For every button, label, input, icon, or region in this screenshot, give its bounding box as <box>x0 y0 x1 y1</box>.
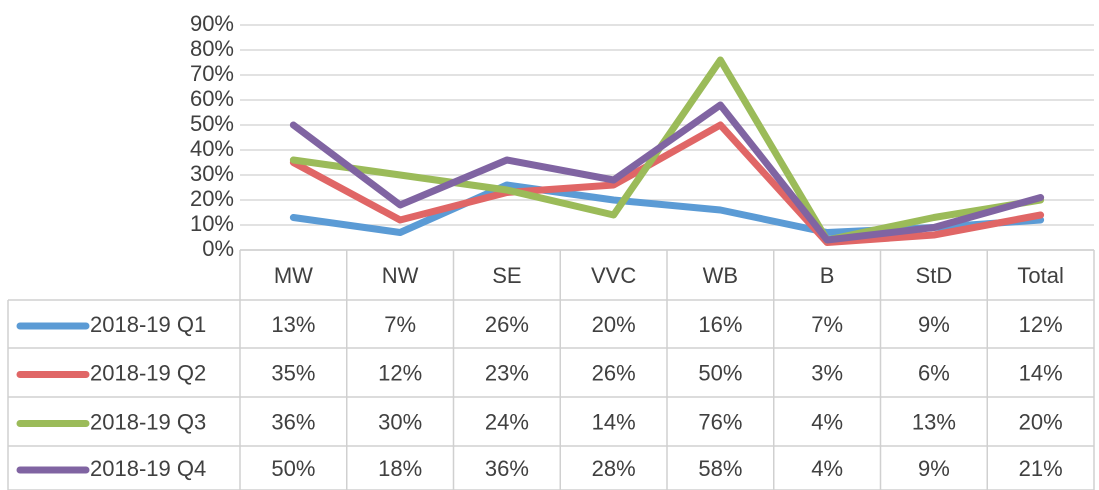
y-tick-label: 20% <box>190 186 234 211</box>
table-cell: 13% <box>271 312 315 337</box>
x-tick-label: SE <box>492 263 521 288</box>
x-tick-label: StD <box>916 263 953 288</box>
y-tick-label: 70% <box>190 61 234 86</box>
table-cell: 14% <box>592 409 636 434</box>
series-line <box>289 56 1045 244</box>
table-cell: 26% <box>485 312 529 337</box>
table-cell: 6% <box>918 360 950 385</box>
table-cell: 7% <box>384 312 416 337</box>
table-cell: 12% <box>378 360 422 385</box>
series-line <box>289 101 1045 244</box>
x-tick-label: WB <box>703 263 738 288</box>
table-cell: 12% <box>1019 312 1063 337</box>
y-tick-label: 10% <box>190 211 234 236</box>
table-cell: 3% <box>811 360 843 385</box>
table-cell: 30% <box>378 409 422 434</box>
table-cell: 24% <box>485 409 529 434</box>
table-cell: 4% <box>811 409 843 434</box>
x-tick-label: B <box>820 263 835 288</box>
y-tick-label: 0% <box>202 236 234 261</box>
x-tick-label: Total <box>1017 263 1063 288</box>
table-cell: 76% <box>698 409 742 434</box>
y-tick-label: 80% <box>190 36 234 61</box>
legend-label: 2018-19 Q1 <box>90 312 206 337</box>
table-cell: 21% <box>1019 456 1063 481</box>
table-cell: 16% <box>698 312 742 337</box>
y-tick-label: 30% <box>190 161 234 186</box>
table-cell: 28% <box>592 456 636 481</box>
table-cell: 20% <box>1019 409 1063 434</box>
table-cell: 36% <box>485 456 529 481</box>
x-tick-label: NW <box>382 263 419 288</box>
table-cell: 20% <box>592 312 636 337</box>
y-tick-label: 60% <box>190 86 234 111</box>
legend-label: 2018-19 Q3 <box>90 409 206 434</box>
series-line <box>289 121 1045 246</box>
table-cell: 35% <box>271 360 315 385</box>
table-cell: 9% <box>918 312 950 337</box>
table-cell: 36% <box>271 409 315 434</box>
table-cell: 7% <box>811 312 843 337</box>
table-cell: 13% <box>912 409 956 434</box>
table-cell: 58% <box>698 456 742 481</box>
y-tick-label: 40% <box>190 136 234 161</box>
legend-label: 2018-19 Q2 <box>90 360 206 385</box>
table-cell: 50% <box>698 360 742 385</box>
table-cell: 9% <box>918 456 950 481</box>
y-tick-label: 50% <box>190 111 234 136</box>
x-tick-label: MW <box>274 263 313 288</box>
table-cell: 26% <box>592 360 636 385</box>
table-cell: 50% <box>271 456 315 481</box>
table-cell: 18% <box>378 456 422 481</box>
y-tick-label: 90% <box>190 11 234 36</box>
table-cell: 14% <box>1019 360 1063 385</box>
table-cell: 4% <box>811 456 843 481</box>
legend-label: 2018-19 Q4 <box>90 456 206 481</box>
x-tick-label: VVC <box>591 263 636 288</box>
table-cell: 23% <box>485 360 529 385</box>
